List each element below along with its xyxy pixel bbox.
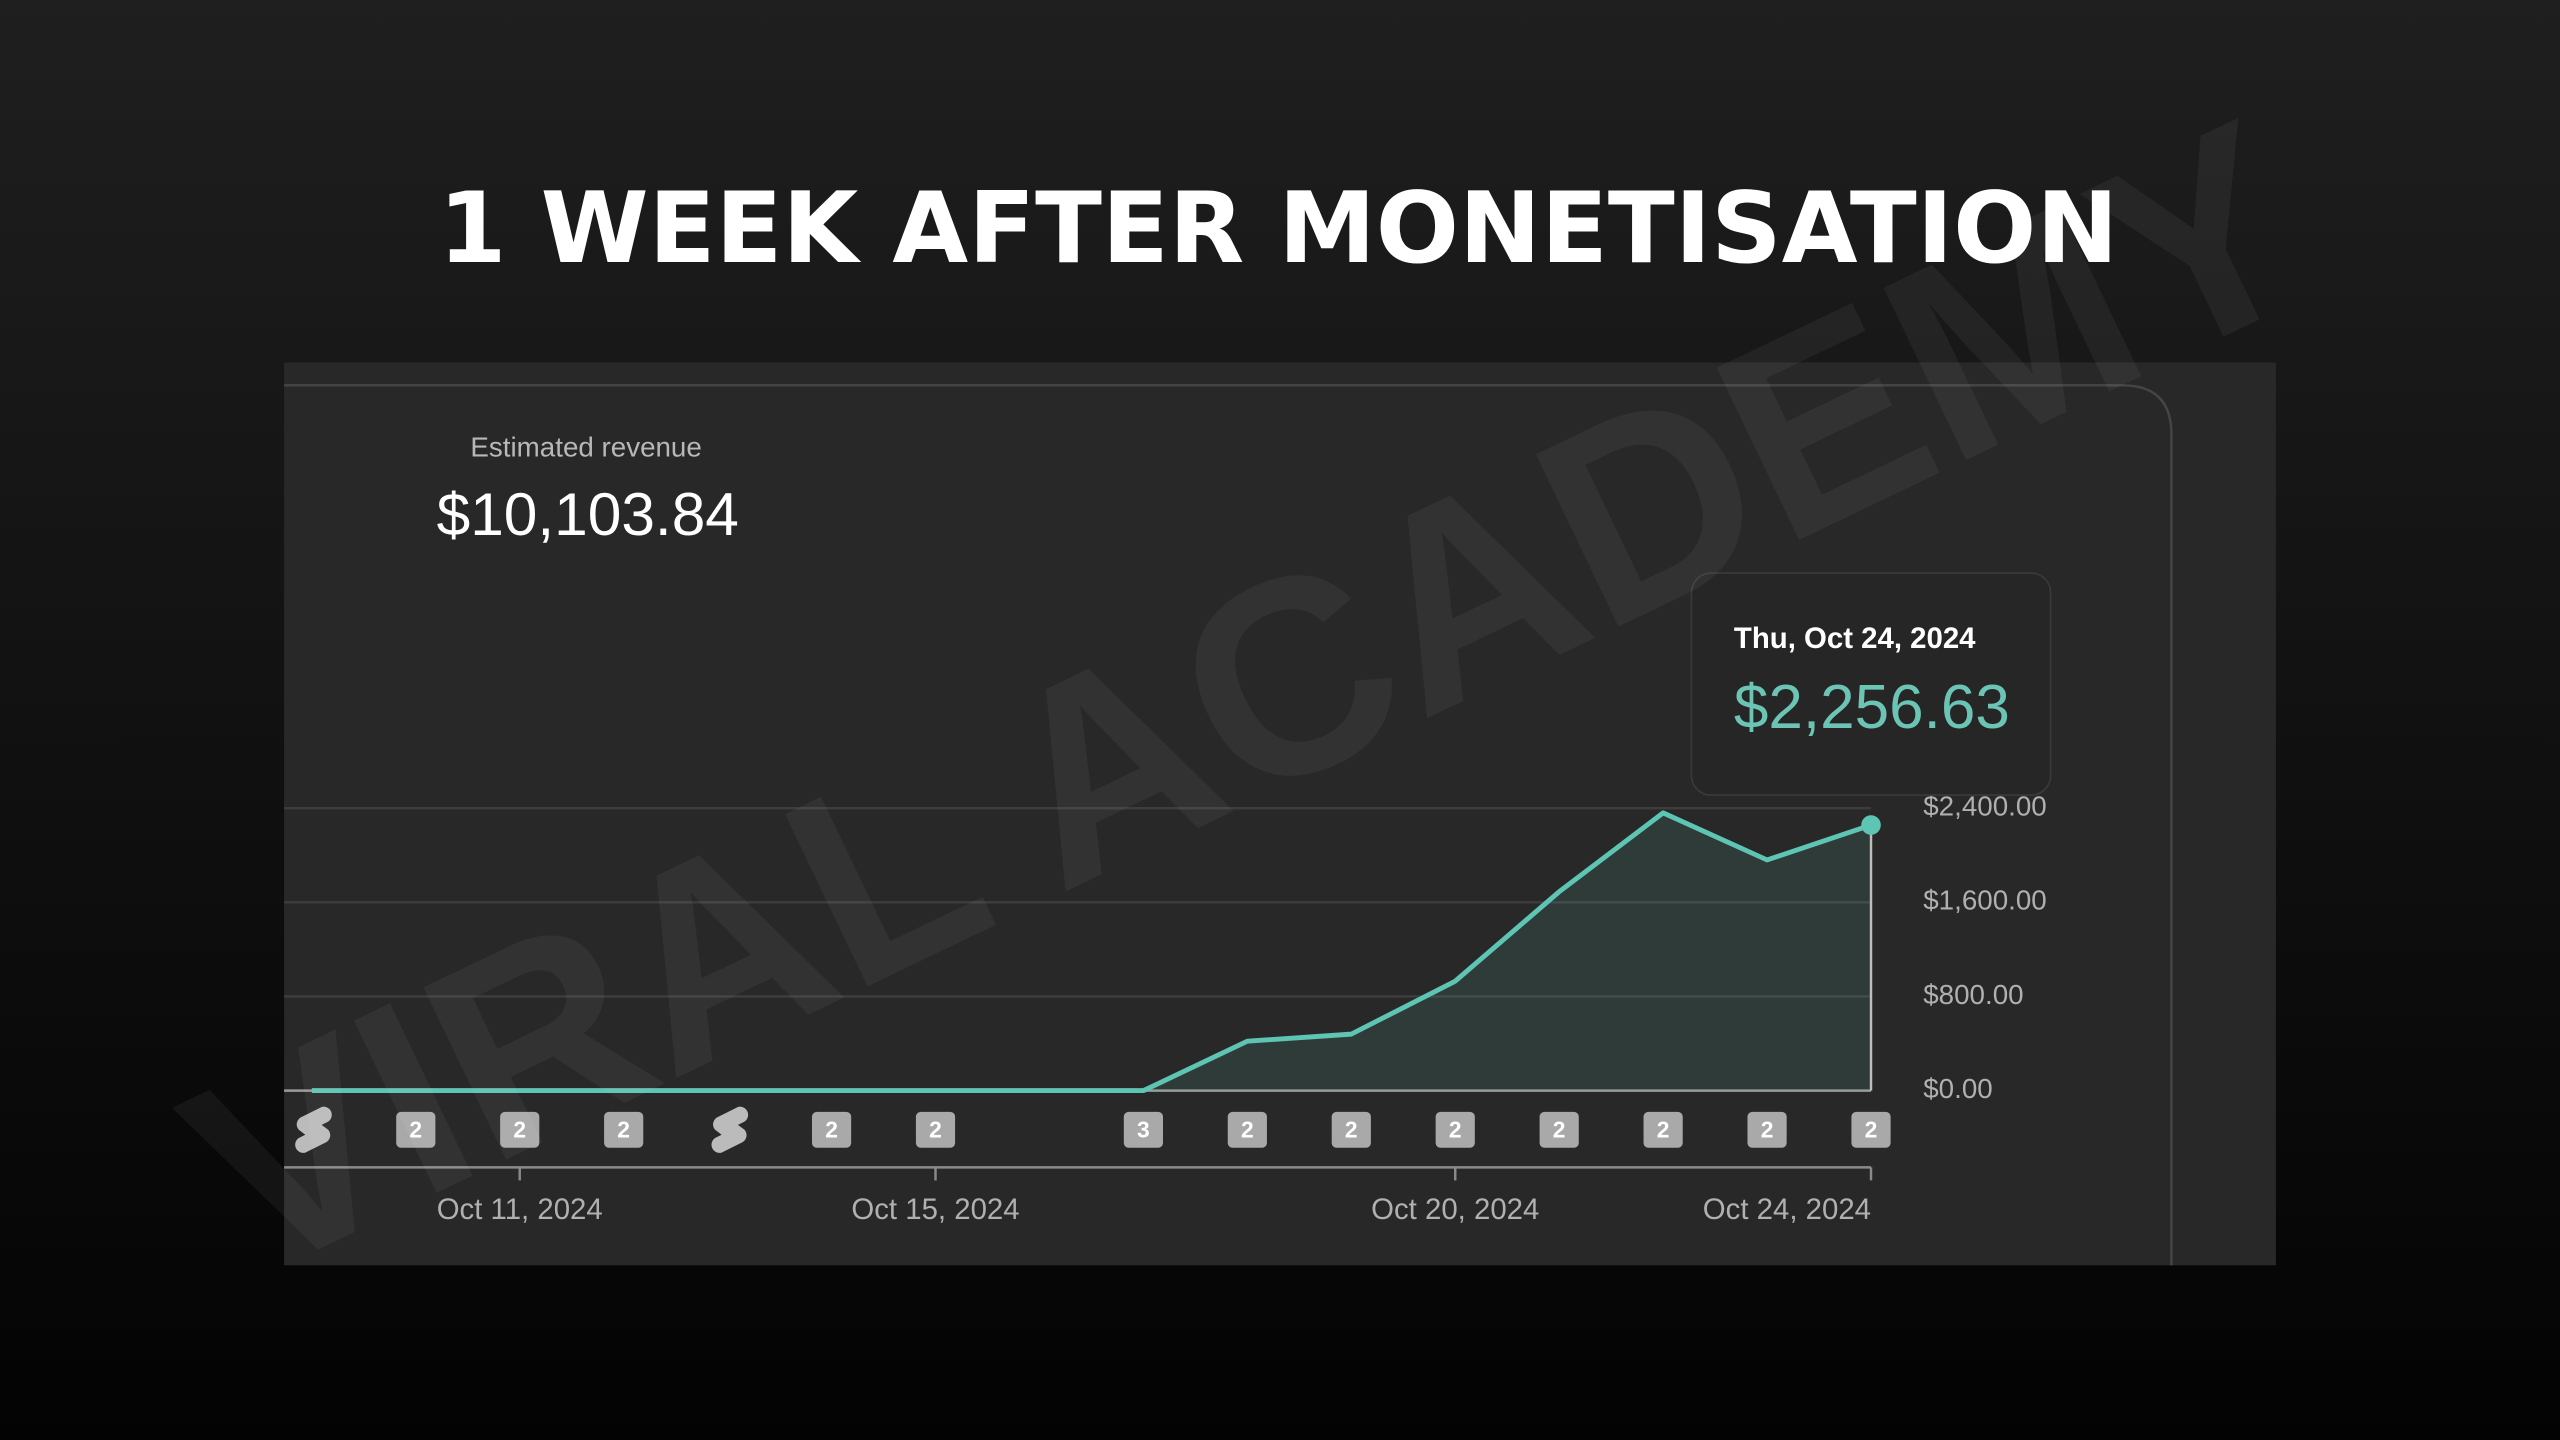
upload-count: 2	[1449, 1116, 1462, 1142]
upload-count: 2	[617, 1116, 630, 1142]
slide-title: 1 WEEK AFTER MONETISATION	[438, 172, 2118, 286]
panel-border	[284, 384, 2173, 1266]
tooltip	[1690, 572, 2052, 796]
upload-count: 2	[825, 1116, 838, 1142]
y-tick-label: $800.00	[1923, 979, 2023, 1010]
upload-badge	[604, 1111, 644, 1148]
area	[311, 812, 1872, 1091]
shorts-icon-shape	[711, 1106, 749, 1153]
upload-badge	[1539, 1111, 1579, 1148]
upload-count: 2	[1657, 1116, 1670, 1142]
upload-badge	[811, 1111, 852, 1148]
x-tick-label: Oct 15, 2024	[851, 1193, 1019, 1226]
upload-count: 2	[409, 1116, 422, 1142]
upload-count: 2	[1553, 1116, 1566, 1142]
upload-badge	[1331, 1111, 1371, 1148]
upload-badge	[915, 1111, 956, 1148]
upload-badge	[1123, 1111, 1163, 1148]
upload-badge	[500, 1111, 540, 1148]
upload-count: 2	[1761, 1116, 1774, 1142]
shorts-icon-shape	[295, 1106, 332, 1153]
x-tick-label: Oct 11, 2024	[437, 1193, 603, 1226]
upload-count: 2	[513, 1116, 526, 1142]
metric-label: Estimated revenue	[470, 431, 701, 462]
metric-total: $10,103.84	[437, 480, 739, 548]
x-tick-label: Oct 20, 2024	[1371, 1193, 1539, 1226]
x-tick-label: Oct 24, 2024	[1703, 1193, 1871, 1226]
point	[1861, 815, 1881, 835]
upload-badge	[1643, 1111, 1683, 1148]
line	[311, 810, 1872, 1094]
upload-count: 2	[1865, 1116, 1878, 1142]
upload-badge	[1851, 1111, 1891, 1148]
upload-badge	[396, 1111, 436, 1148]
upload-badge	[1435, 1111, 1475, 1148]
y-tick-label: $0.00	[1923, 1073, 1992, 1104]
upload-badge	[1747, 1111, 1787, 1148]
upload-badge	[1227, 1111, 1267, 1148]
upload-count: 2	[1345, 1116, 1358, 1142]
tooltip-date: Thu, Oct 24, 2024	[1734, 622, 1976, 655]
shorts-icon	[295, 1106, 749, 1153]
tooltip-value: $2,256.63	[1734, 673, 2010, 742]
y-tick-label: $1,600.00	[1923, 885, 2046, 916]
upload-count: 2	[1241, 1116, 1254, 1142]
upload-count: 2	[929, 1116, 942, 1142]
upload-count: 3	[1137, 1116, 1150, 1142]
plot: $0.00$800.00$1,600.00$2,400.002 2 2 2 2 3 2 2 2 2…	[284, 790, 2047, 1226]
